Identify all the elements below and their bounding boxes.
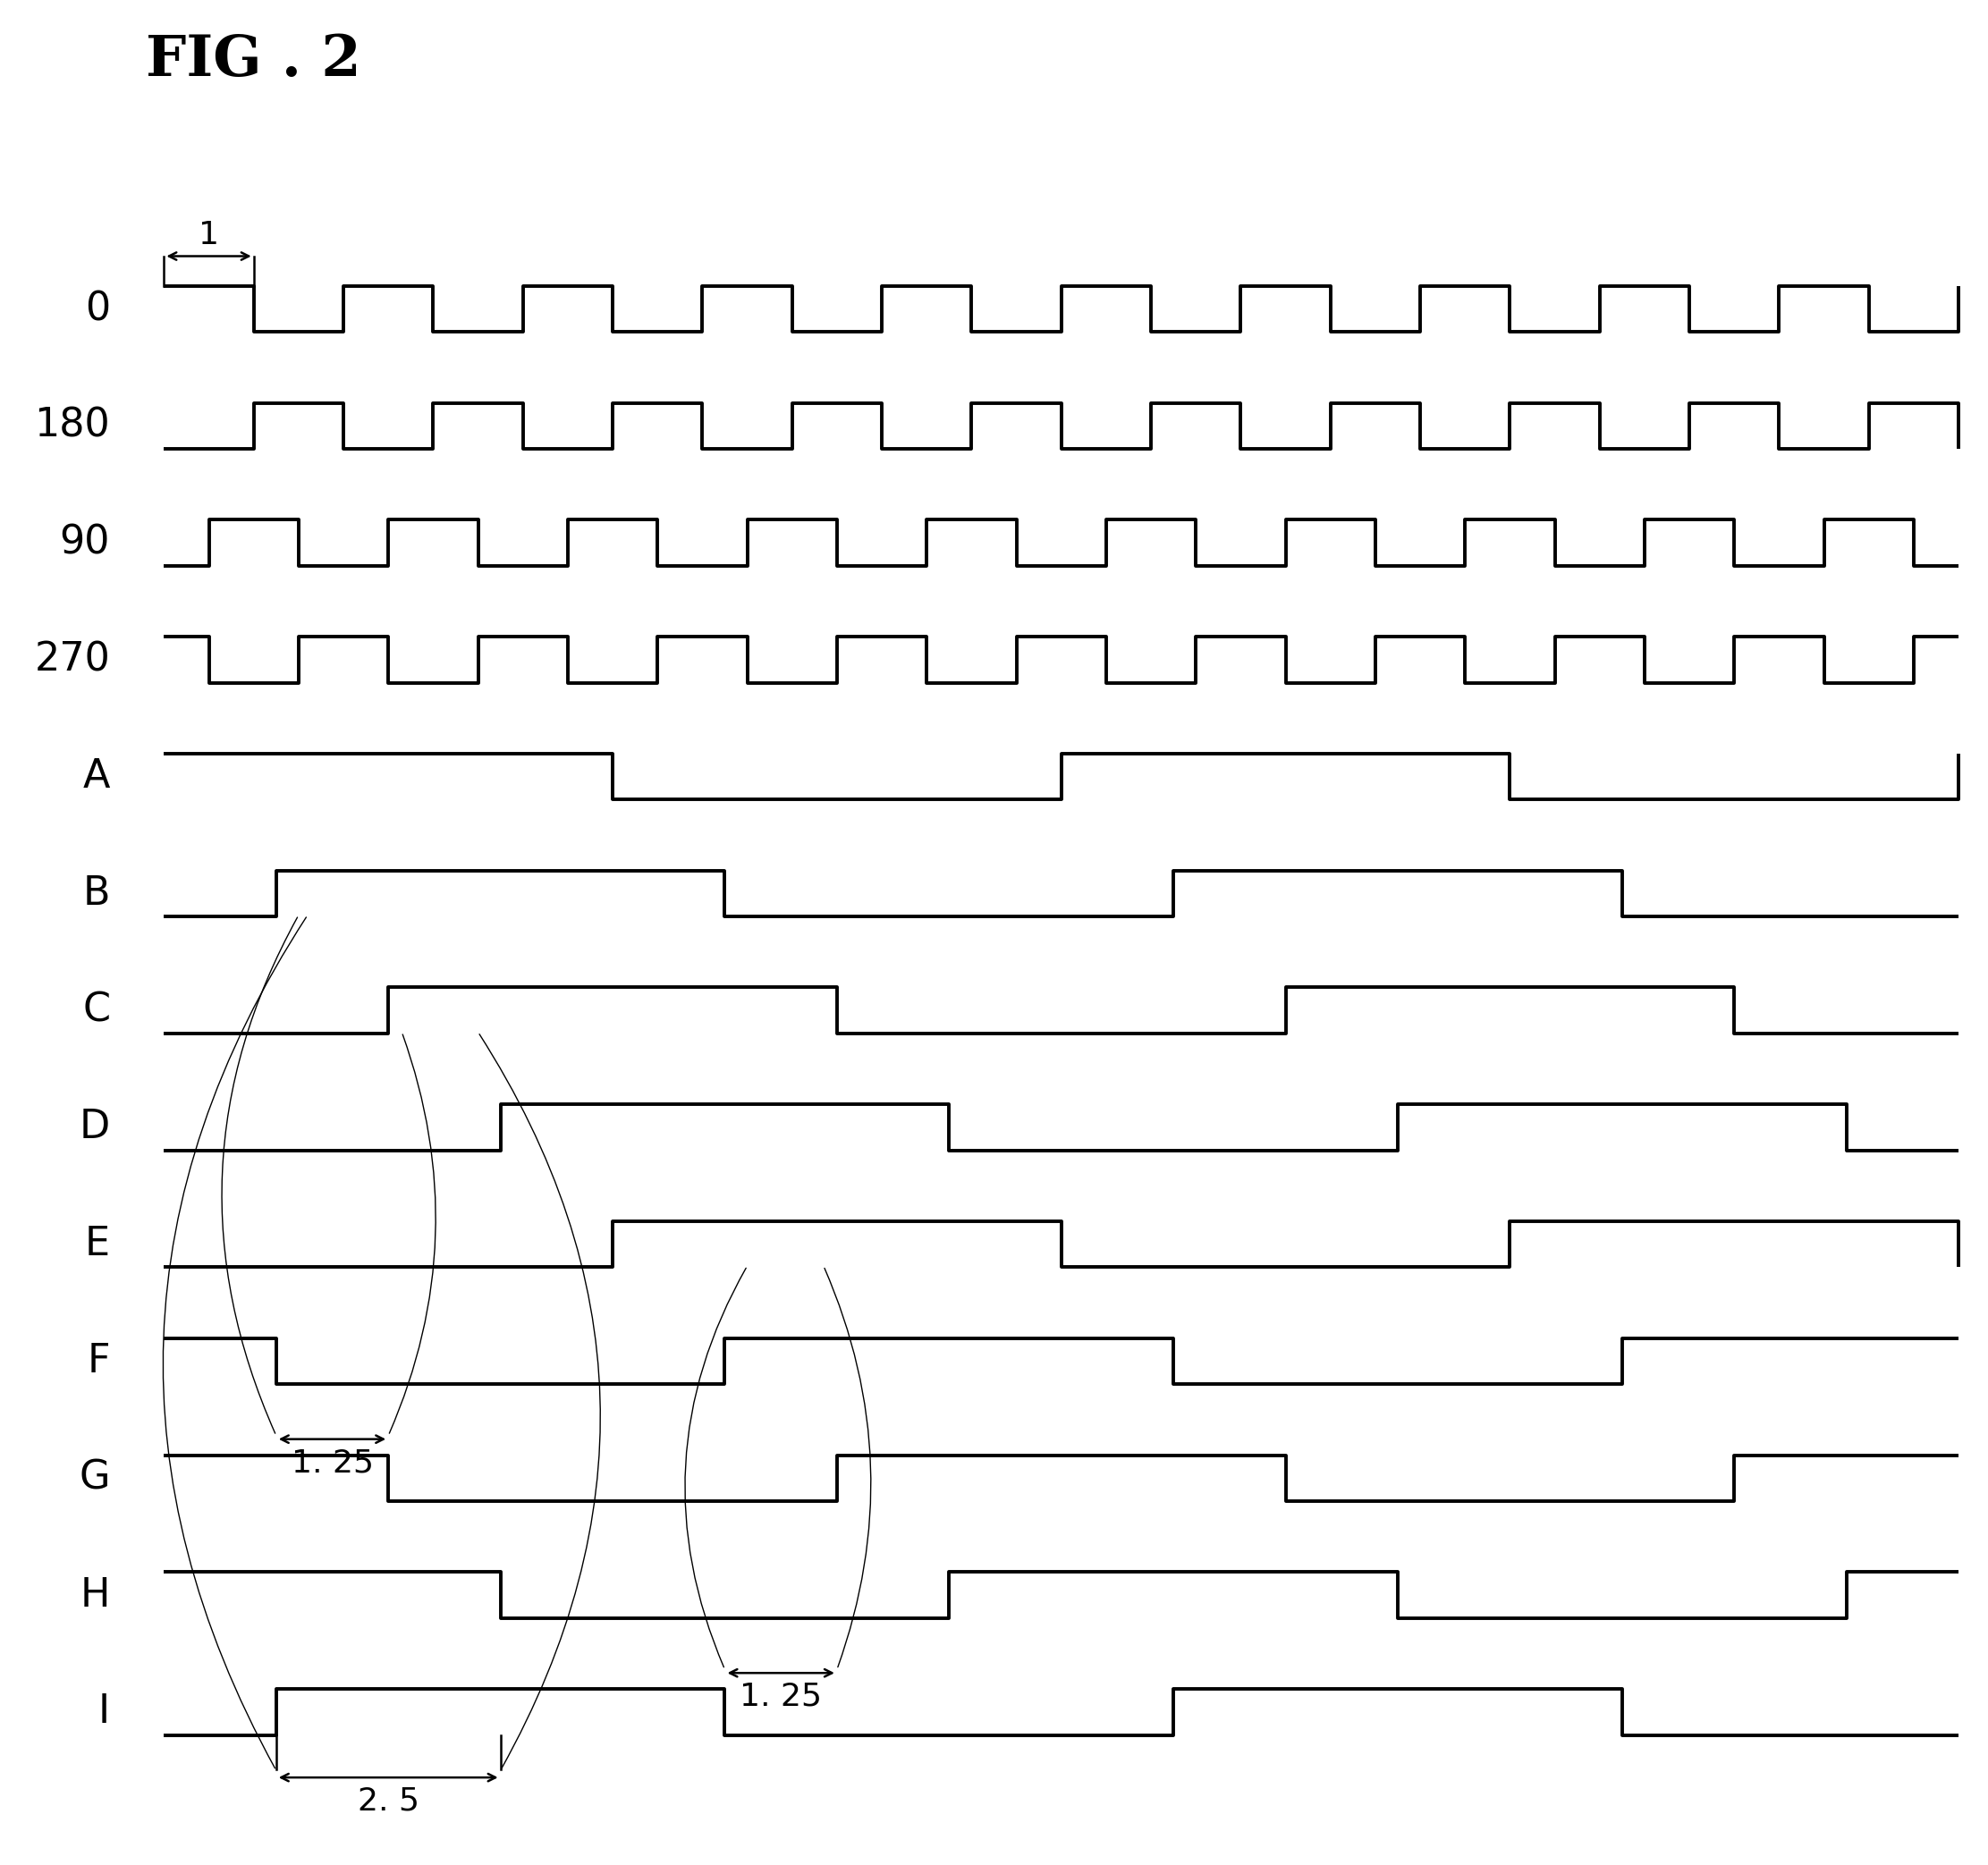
- Text: C: C: [82, 990, 109, 1029]
- Text: H: H: [80, 1576, 109, 1615]
- Text: 2. 5: 2. 5: [358, 1787, 419, 1817]
- Text: D: D: [80, 1108, 109, 1147]
- Text: G: G: [80, 1458, 109, 1498]
- Text: B: B: [83, 875, 109, 912]
- Text: 1. 25: 1. 25: [290, 1447, 374, 1479]
- Text: 0: 0: [85, 289, 109, 328]
- Text: F: F: [87, 1343, 109, 1380]
- Text: FIG . 2: FIG . 2: [145, 34, 362, 88]
- Text: I: I: [99, 1693, 109, 1731]
- Text: 270: 270: [34, 640, 109, 679]
- Text: 1. 25: 1. 25: [740, 1682, 821, 1712]
- Text: E: E: [85, 1225, 109, 1263]
- Text: 1: 1: [199, 220, 219, 250]
- Text: A: A: [83, 757, 109, 796]
- Text: 90: 90: [60, 524, 109, 561]
- Text: 180: 180: [34, 407, 109, 446]
